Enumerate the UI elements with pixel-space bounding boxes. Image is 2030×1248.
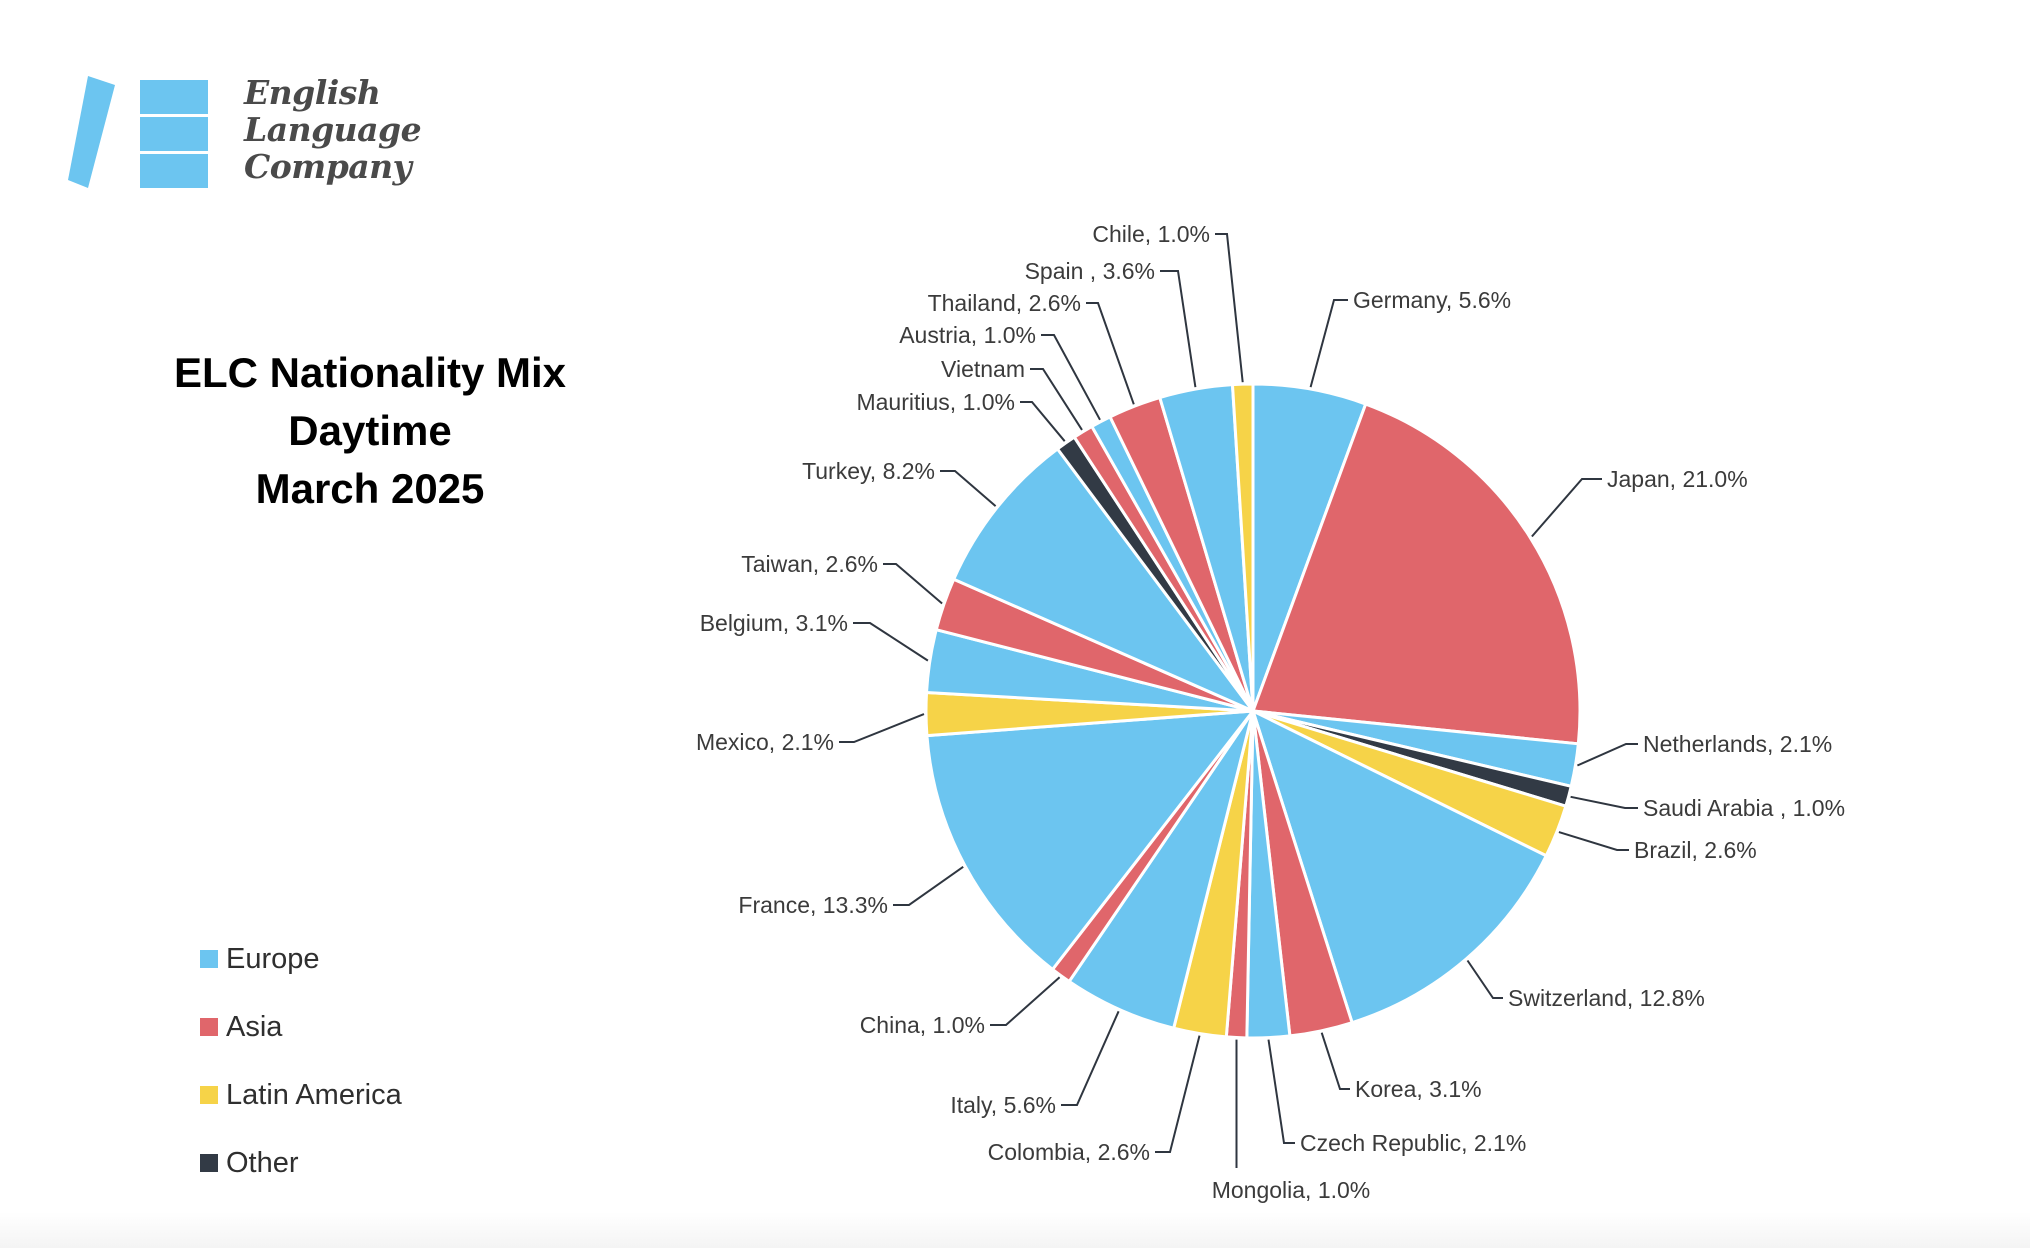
slice-label-austria: Austria, 1.0% xyxy=(899,322,1036,348)
leader-line-thailand xyxy=(1086,302,1135,405)
slice-label-belgium: Belgium, 3.1% xyxy=(700,610,848,636)
logo-block-bottom xyxy=(140,154,208,188)
slice-label-turkey: Turkey, 8.2% xyxy=(802,458,935,484)
slice-label-japan: Japan, 21.0% xyxy=(1607,466,1748,492)
leader-lines xyxy=(839,233,1638,1168)
logo-text-line: English xyxy=(244,73,381,112)
leader-line-turkey xyxy=(940,470,997,507)
leader-line-taiwan xyxy=(883,563,943,605)
slice-label-thailand: Thailand, 2.6% xyxy=(928,290,1081,316)
slice-labels: Germany, 5.6% Japan, 21.0% Netherlands, 2.… xyxy=(696,221,1845,1203)
leader-line-colombia xyxy=(1155,1035,1201,1153)
slice-label-vietnam: Vietnam xyxy=(941,356,1025,382)
legend-swatch xyxy=(200,950,218,968)
legend-item-latin-america: Latin America xyxy=(200,1061,402,1129)
slice-label-france: France, 13.3% xyxy=(738,892,888,918)
leader-line-korea xyxy=(1320,1032,1350,1090)
logo-block-top xyxy=(140,80,208,114)
slice-label-czech-republic: Czech Republic, 2.1% xyxy=(1300,1130,1526,1156)
slice-label-netherlands: Netherlands, 2.1% xyxy=(1643,731,1832,757)
pie-slice-turkey xyxy=(952,447,1255,713)
slice-label-taiwan: Taiwan, 2.6% xyxy=(741,551,878,577)
leader-line-netherlands xyxy=(1576,743,1638,767)
leader-line-vietnam xyxy=(1030,368,1083,431)
legend-label: Latin America xyxy=(226,1078,402,1111)
leader-line-china xyxy=(990,976,1061,1026)
leader-line-chile xyxy=(1215,233,1244,383)
legend-item-asia: Asia xyxy=(200,993,402,1061)
slice-label-brazil: Brazil, 2.6% xyxy=(1634,837,1757,863)
leader-line-switzerland xyxy=(1466,959,1503,999)
slice-label-germany: Germany, 5.6% xyxy=(1353,287,1511,313)
slice-label-mexico: Mexico, 2.1% xyxy=(696,729,834,755)
slice-label-italy: Italy, 5.6% xyxy=(950,1092,1056,1118)
legend-swatch xyxy=(200,1018,218,1036)
slice-label-mongolia: Mongolia, 1.0% xyxy=(1212,1177,1371,1203)
legend-label: Europe xyxy=(226,942,320,975)
slice-label-mauritius: Mauritius, 1.0% xyxy=(856,389,1015,415)
slice-label-korea: Korea, 3.1% xyxy=(1355,1076,1482,1102)
leader-line-italy xyxy=(1061,1010,1120,1106)
leader-line-austria xyxy=(1041,334,1101,421)
leader-line-belgium xyxy=(853,622,929,662)
slice-label-china: China, 1.0% xyxy=(860,1012,985,1038)
leader-line-saudi-arabia xyxy=(1570,795,1638,809)
pie-slice-switzerland xyxy=(1251,709,1548,1025)
logo-tilted-book xyxy=(68,76,115,188)
leader-line-france xyxy=(893,865,964,906)
legend-item-other: Other xyxy=(200,1129,402,1197)
leader-line-mauritius xyxy=(1020,401,1066,442)
logo-text-line: Language xyxy=(244,110,422,149)
slice-label-colombia: Colombia, 2.6% xyxy=(988,1139,1150,1165)
leader-line-mexico xyxy=(839,713,925,743)
leader-line-brazil xyxy=(1558,831,1629,851)
legend-item-europe: Europe xyxy=(200,925,402,993)
legend-label: Other xyxy=(226,1146,299,1179)
pie-slice-france xyxy=(925,709,1255,971)
legend-swatch xyxy=(200,1154,218,1172)
slice-label-chile: Chile, 1.0% xyxy=(1092,221,1210,247)
logo-wordmark: English Language Company xyxy=(244,73,422,186)
pie-slices xyxy=(924,382,1582,1040)
title-line-1: ELC Nationality Mix xyxy=(173,349,567,396)
pie-slice-chile xyxy=(1230,382,1255,713)
slice-label-spain: Spain , 3.6% xyxy=(1025,258,1155,284)
pie-slice-japan xyxy=(1251,402,1582,746)
legend-swatch xyxy=(200,1086,218,1104)
legend-label: Asia xyxy=(226,1010,283,1043)
elc-logo: English Language Company xyxy=(68,72,428,202)
title-line-3: March 2025 xyxy=(255,465,485,512)
title-line-2: Daytime xyxy=(288,407,452,454)
leader-line-germany xyxy=(1309,299,1348,388)
leader-line-japan xyxy=(1531,478,1602,538)
legend: Europe Asia Latin America Other xyxy=(200,925,402,1197)
leader-line-czech-republic xyxy=(1267,1039,1295,1144)
bottom-band xyxy=(0,1212,2030,1248)
logo-block-middle xyxy=(140,117,208,151)
leader-line-spain xyxy=(1160,270,1197,388)
logo-mark-icon xyxy=(68,76,208,188)
logo-text-line: Company xyxy=(244,147,412,186)
slice-label-saudi-arabia: Saudi Arabia , 1.0% xyxy=(1643,795,1845,821)
slice-label-switzerland: Switzerland, 12.8% xyxy=(1508,985,1705,1011)
chart-title: ELC Nationality Mix Daytime March 2025 xyxy=(160,344,580,518)
